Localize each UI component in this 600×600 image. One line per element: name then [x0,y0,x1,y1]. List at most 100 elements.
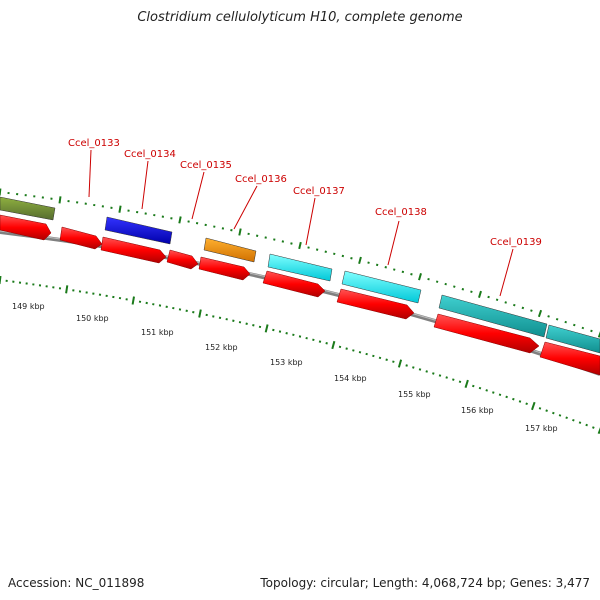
tick-mark [272,328,275,332]
gene-label[interactable]: Ccel_0137 [293,186,345,197]
tick-mark [464,379,469,389]
tick-mark [325,342,328,345]
tick-mark [585,423,588,427]
tick-mark [238,228,242,236]
tick-mark [531,401,536,411]
tick-mark [232,319,235,322]
tick-mark [492,391,495,394]
cds-arrow [59,226,103,250]
gene-label[interactable]: Ccel_0136 [235,174,287,185]
tick-mark [565,416,568,420]
cds-arrow [336,288,415,320]
tick-mark [315,248,319,251]
gene-feature-teal [438,294,548,338]
tick-mark [345,347,348,350]
tick-mark [65,285,69,294]
scale-label: 156 kbp [461,406,494,415]
scale-label: 151 kbp [141,328,174,337]
tick-mark [131,296,135,305]
tick-mark [597,427,600,435]
gene-label[interactable]: Ccel_0135 [180,160,232,171]
tick-mark [558,414,562,417]
tick-mark [305,336,308,340]
tick-mark [372,354,375,358]
cds-arrow [539,341,600,376]
tick-mark [333,252,336,256]
cds-arrow [166,249,199,270]
tick-mark [358,350,362,354]
tick-mark [578,421,582,424]
tick-mark [318,340,322,343]
cds-arrow [0,214,52,241]
tick-mark [521,306,525,310]
tick-mark [555,317,559,321]
tick-mark [352,349,355,352]
tick-mark [438,374,442,377]
tick-mark [298,241,302,250]
tick-mark [590,329,593,333]
gene-label[interactable]: Ccel_0138 [375,207,427,218]
label-leader-lines [88,149,514,297]
tick-mark [341,254,345,258]
tick-mark [432,372,435,375]
tick-mark [350,256,353,260]
tick-mark [525,402,528,406]
cds-arrow [262,270,326,298]
tick-mark [418,368,422,371]
tick-mark [285,331,288,335]
scale-label: 155 kbp [398,390,431,399]
tick-mark [410,273,413,276]
tick-mark [513,303,516,307]
tick-mark [478,386,482,390]
scale-label: 152 kbp [205,343,238,352]
tick-mark [498,393,502,397]
gene-label[interactable]: Ccel_0139 [490,237,542,248]
tick-mark [255,234,259,237]
tick-mark [393,268,396,271]
scale-label: 150 kbp [76,314,109,323]
tick-mark [512,397,515,401]
tick-mark [461,287,465,291]
tick-mark [537,309,543,318]
tick-mark [452,378,455,381]
scale-label: 154 kbp [334,374,367,383]
tick-mark [435,280,439,283]
tick-mark [545,409,548,412]
tick-mark [547,315,550,318]
genome-summary-text: Topology: circular; Length: 4,068,724 bp… [260,576,590,590]
tick-mark [597,331,600,338]
tick-mark [581,326,585,330]
tick-mark [445,376,448,379]
cds-arrow [100,236,167,264]
tick-mark [384,265,387,269]
gene-feature-cyan [341,270,422,304]
gene-feature-cyan [267,253,333,282]
scale-tick-ring [0,275,600,435]
tick-mark [312,338,315,342]
tick-mark [487,295,490,299]
genome-backbone [0,230,600,376]
tick-mark [412,366,415,369]
tick-mark [425,370,428,373]
tick-mark [281,240,285,243]
gene-feature-orange [203,237,257,263]
tick-mark [290,242,293,245]
tick-mark [592,426,595,429]
tick-mark [252,324,255,327]
tick-mark [292,333,295,337]
gene-feature-blue [104,216,173,245]
gene-label[interactable]: Ccel_0133 [68,138,120,149]
scale-label: 149 kbp [12,302,45,311]
scale-labels: 149 kbp 150 kbp 151 kbp 152 kbp 153 kbp … [12,302,558,433]
gene-label[interactable]: Ccel_0134 [124,149,176,160]
accession-text: Accession: NC_011898 [8,576,145,590]
tick-mark [392,360,395,363]
cds-arrow [433,313,540,354]
tick-mark [573,323,576,327]
tick-mark [470,290,473,294]
tick-mark [378,356,382,360]
tick-mark [495,298,499,302]
tick-mark [198,309,202,318]
